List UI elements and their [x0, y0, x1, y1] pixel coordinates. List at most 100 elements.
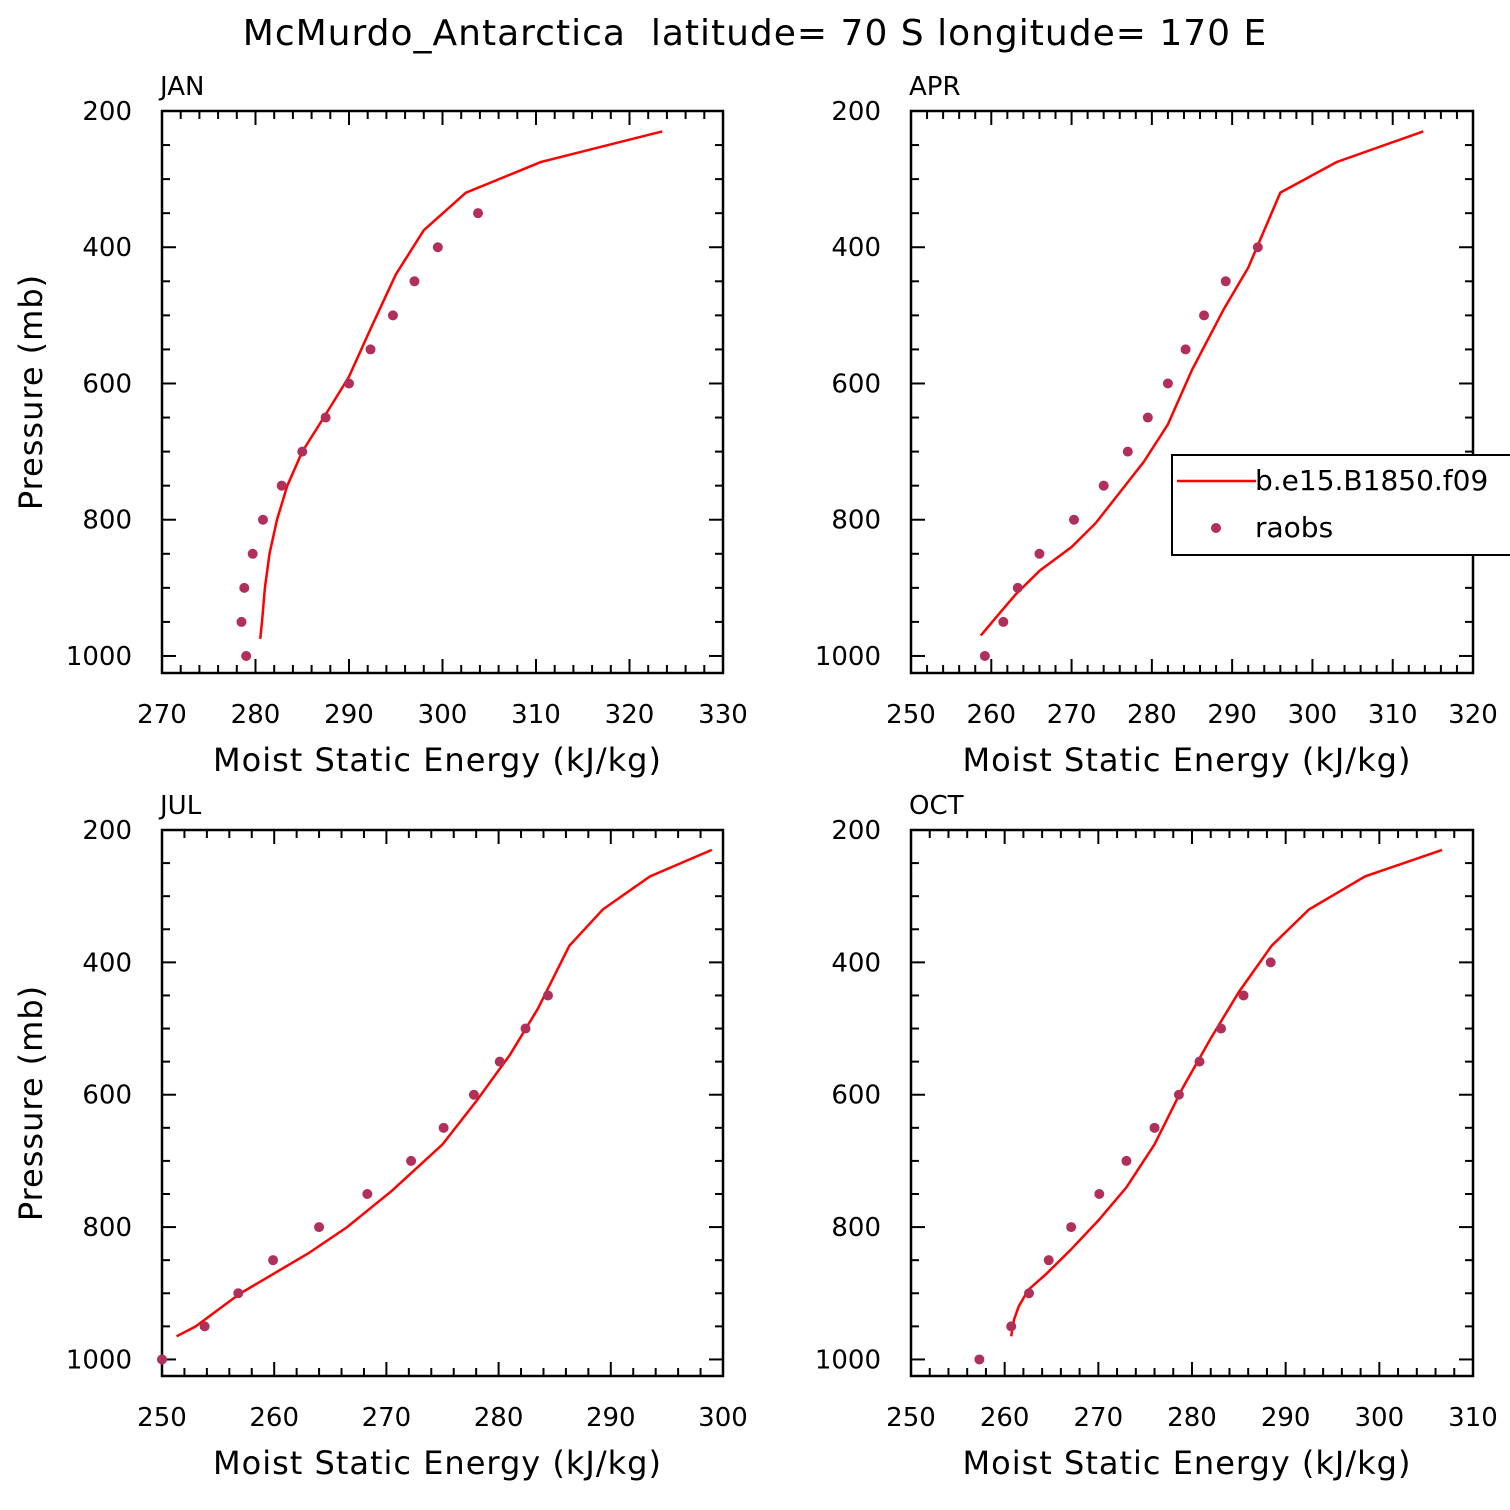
raobs-point [1173, 1089, 1184, 1100]
panel-apr: 250 260 270 280 290 300 310 320 200 400 600 800 1000… [815, 72, 1498, 779]
raobs-point [241, 650, 252, 661]
y-tick-label: 200 [82, 816, 132, 846]
raobs-point [1216, 1023, 1227, 1034]
y-tick-label: 400 [82, 948, 132, 978]
raobs-point [1199, 310, 1210, 321]
raobs-point [974, 1354, 985, 1365]
x-tick-label: 270 [362, 1403, 412, 1433]
raobs-point [1121, 1155, 1132, 1166]
plot-frame [160, 828, 725, 1378]
x-tick-label: 260 [966, 700, 1016, 730]
series-line-model [176, 848, 713, 1338]
raobs-point [276, 480, 287, 491]
raobs-point [998, 616, 1009, 627]
x-tick-label: 300 [1355, 1403, 1405, 1433]
raobs-point [438, 1122, 449, 1133]
x-axis-label: Moist Static Energy (kJ/kg) [963, 1444, 1412, 1482]
y-tick-label: 400 [82, 233, 132, 263]
y-tick-label: 400 [831, 233, 881, 263]
raobs-point [297, 446, 308, 457]
raobs-point [1194, 1056, 1205, 1067]
panel-jul: 250 260 270 280 290 300 200 400 600 800 1000 JUL Moi… [12, 791, 748, 1482]
panel-label: JUL [158, 791, 202, 821]
x-tick-label: 300 [1288, 700, 1338, 730]
x-tick-label: 300 [698, 1403, 748, 1433]
raobs-point [1252, 242, 1263, 253]
x-tick-label: 270 [1047, 700, 1097, 730]
x-tick-label: 300 [418, 700, 468, 730]
raobs-point [1162, 378, 1173, 389]
raobs-point [157, 1354, 167, 1365]
raobs-point [432, 242, 443, 253]
raobs-point [199, 1321, 210, 1332]
x-axis-label: Moist Static Energy (kJ/kg) [213, 741, 662, 779]
x-tick-label: 310 [1368, 700, 1418, 730]
raobs-point [406, 1155, 417, 1166]
x-tick-label: 250 [886, 700, 936, 730]
raobs-point [979, 650, 990, 661]
y-tick-label: 1000 [815, 642, 881, 672]
y-tick-label: 200 [831, 816, 881, 846]
raobs-point [1142, 412, 1153, 423]
series-line-model [1009, 848, 1443, 1337]
x-tick-label: 280 [231, 700, 281, 730]
panel-jan: 270 280 290 300 310 320 330 200 400 600 800 1000 JAN… [12, 72, 748, 779]
raobs-point [387, 310, 398, 321]
legend-label: raobs [1255, 511, 1333, 544]
raobs-point [257, 514, 268, 525]
y-tick-label: 400 [831, 948, 881, 978]
raobs-point [1034, 548, 1045, 559]
raobs-point [1066, 1222, 1077, 1233]
y-axis-label: Pressure (mb) [12, 985, 50, 1221]
x-tick-label: 320 [605, 700, 655, 730]
raobs-point [233, 1288, 244, 1299]
raobs-point [365, 344, 376, 355]
y-tick-label: 600 [831, 369, 881, 399]
y-tick-label: 800 [831, 1213, 881, 1243]
raobs-point [247, 548, 258, 559]
raobs-point [1068, 514, 1079, 525]
x-tick-label: 310 [511, 700, 561, 730]
x-tick-label: 260 [980, 1403, 1030, 1433]
raobs-point [1149, 1122, 1160, 1133]
plot-frame [909, 109, 1475, 675]
y-tick-label: 600 [82, 369, 132, 399]
y-tick-label: 1000 [66, 1345, 132, 1375]
raobs-point [362, 1189, 373, 1199]
x-tick-label: 330 [698, 700, 748, 730]
x-tick-label: 310 [1448, 1403, 1498, 1433]
x-tick-label: 260 [249, 1403, 299, 1433]
legend-marker-swatch [1211, 523, 1221, 533]
x-tick-label: 290 [1261, 1403, 1311, 1433]
legend-box [1171, 454, 1510, 556]
raobs-point [1238, 990, 1249, 1001]
y-tick-label: 200 [82, 97, 132, 127]
raobs-point [1122, 446, 1133, 457]
x-tick-label: 290 [324, 700, 374, 730]
raobs-point [468, 1089, 479, 1100]
raobs-point [542, 990, 553, 1001]
y-tick-label: 1000 [66, 642, 132, 672]
raobs-point [1098, 480, 1109, 491]
y-tick-label: 800 [82, 506, 132, 536]
raobs-point [236, 616, 247, 627]
raobs-point [1012, 582, 1023, 593]
panel-label: JAN [158, 72, 204, 102]
raobs-point [1043, 1255, 1054, 1266]
y-tick-label: 1000 [815, 1345, 881, 1375]
raobs-point [1220, 276, 1231, 287]
raobs-point [473, 208, 484, 219]
raobs-point [1094, 1189, 1105, 1199]
raobs-point [239, 582, 250, 593]
raobs-point [268, 1255, 279, 1266]
series-line-model [979, 130, 1424, 637]
legend-label: b.e15.B1850.f09 [1255, 464, 1488, 497]
x-tick-label: 250 [886, 1403, 936, 1433]
raobs-point [344, 378, 354, 389]
x-tick-label: 280 [1167, 1403, 1217, 1433]
raobs-point [1180, 344, 1191, 355]
x-tick-label: 280 [474, 1403, 524, 1433]
y-tick-label: 800 [82, 1213, 132, 1243]
raobs-point [494, 1056, 505, 1067]
